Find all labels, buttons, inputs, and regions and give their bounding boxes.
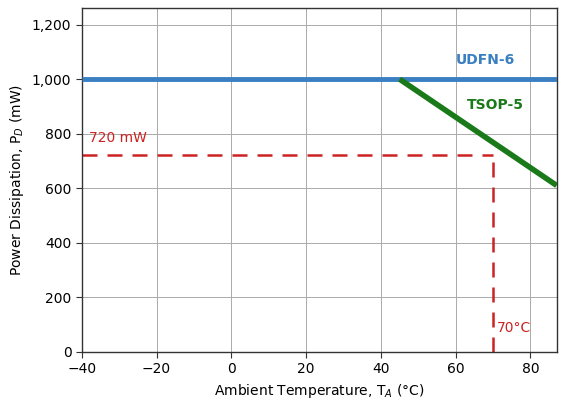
X-axis label: Ambient Temperature, T$_A$ (°C): Ambient Temperature, T$_A$ (°C) xyxy=(214,381,424,400)
Y-axis label: Power Dissipation, P$_D$ (mW): Power Dissipation, P$_D$ (mW) xyxy=(8,84,27,276)
Text: 70°C: 70°C xyxy=(497,322,531,335)
Text: UDFN-6: UDFN-6 xyxy=(456,53,515,67)
Text: TSOP-5: TSOP-5 xyxy=(467,98,524,112)
Text: 720 mW: 720 mW xyxy=(89,131,147,144)
